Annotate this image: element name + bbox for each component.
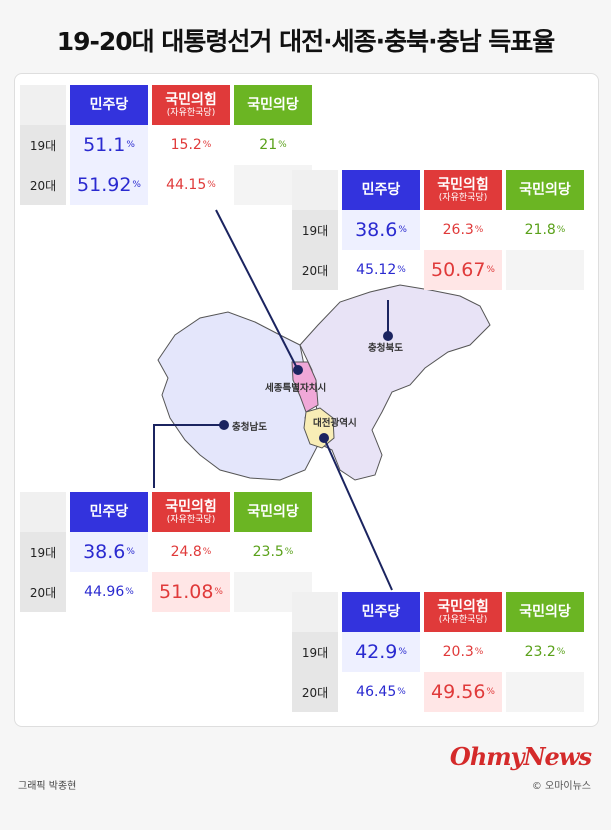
header-ppp: 국민의힘 (자유한국당): [424, 170, 502, 210]
cell-sejong-20-dem: 51.92%: [70, 165, 148, 205]
marker-chungnam: [219, 420, 229, 430]
row-label-20: 20대: [20, 165, 66, 205]
cell-chungbuk-20-grn: [506, 250, 584, 290]
region-label-daejeon: 대전광역시: [313, 418, 357, 429]
table-chungnam: 민주당 국민의힘 (자유한국당) 국민의당 19대 20대 38.6% 24.8%…: [20, 492, 316, 612]
marker-daejeon: [319, 433, 329, 443]
row-label-19: 19대: [20, 125, 66, 165]
table-corner: [292, 592, 338, 632]
cell-chungbuk-20-ppp: 50.67%: [424, 250, 502, 290]
header-ppp: 국민의힘 (자유한국당): [424, 592, 502, 632]
cell-sejong-19-dem: 51.1%: [70, 125, 148, 165]
cell-daejeon-19-ppp: 20.3%: [442, 644, 484, 660]
leader-line-daejeon: [323, 437, 393, 591]
marker-sejong: [293, 365, 303, 375]
cell-daejeon-20-dem: 46.45%: [356, 684, 406, 700]
row-label-20: 20대: [20, 572, 66, 612]
region-label-sejong: 세종특별자치시: [265, 383, 327, 394]
cell-daejeon-20-grn: [506, 672, 584, 712]
cell-daejeon-20-ppp: 49.56%: [424, 672, 502, 712]
cell-chungnam-19-dem: 38.6%: [70, 532, 148, 572]
header-grn: 국민의당: [234, 85, 312, 125]
map-chungnam: [157, 311, 319, 481]
leader-line-sejong: [215, 209, 299, 371]
table-corner: [292, 170, 338, 210]
row-label-19: 19대: [292, 632, 338, 672]
header-dem: 민주당: [70, 492, 148, 532]
cell-chungbuk-19-ppp: 26.3%: [442, 222, 484, 238]
header-grn: 국민의당: [506, 592, 584, 632]
table-corner: [20, 492, 66, 532]
cell-daejeon-19-grn: 23.2%: [524, 644, 566, 660]
table-sejong: 민주당 국민의힘 (자유한국당) 국민의당 19대 20대 51.1% 15.2%…: [20, 85, 316, 205]
cell-sejong-19-ppp: 15.2%: [170, 137, 212, 153]
marker-chungbuk: [383, 331, 393, 341]
cell-daejeon-19-dem: 42.9%: [342, 632, 420, 672]
header-dem: 민주당: [70, 85, 148, 125]
row-label-20: 20대: [292, 672, 338, 712]
header-dem: 민주당: [342, 170, 420, 210]
row-label-19: 19대: [20, 532, 66, 572]
header-grn: 국민의당: [506, 170, 584, 210]
region-label-chungnam: 충청남도: [232, 422, 267, 433]
page-title: 19-20대 대통령선거 대전·세종·충북·충남 득표율: [56, 27, 556, 56]
graphic-credit: 그래픽 박종현: [18, 781, 77, 792]
cell-chungnam-19-grn: 23.5%: [252, 544, 294, 560]
cell-chungbuk-19-dem: 38.6%: [342, 210, 420, 250]
copyright: © 오마이뉴스: [531, 781, 591, 792]
row-label-19: 19대: [292, 210, 338, 250]
table-chungbuk: 민주당 국민의힘 (자유한국당) 국민의당 19대 20대 38.6% 26.3%…: [292, 170, 588, 290]
leader-line-chungnam: [153, 424, 224, 488]
header-grn: 국민의당: [234, 492, 312, 532]
header-ppp: 국민의힘 (자유한국당): [152, 492, 230, 532]
cell-chungnam-20-ppp: 51.08%: [152, 572, 230, 612]
map-chungbuk: [299, 284, 491, 481]
cell-chungbuk-20-dem: 45.12%: [356, 262, 406, 278]
table-corner: [20, 85, 66, 125]
table-daejeon: 민주당 국민의힘 (자유한국당) 국민의당 19대 20대 42.9% 20.3%…: [292, 592, 588, 712]
header-dem: 민주당: [342, 592, 420, 632]
header-ppp: 국민의힘 (자유한국당): [152, 85, 230, 125]
cell-chungnam-20-dem: 44.96%: [84, 584, 134, 600]
cell-sejong-19-grn: 21%: [259, 137, 287, 153]
row-label-20: 20대: [292, 250, 338, 290]
cell-sejong-20-ppp: 44.15%: [166, 177, 216, 193]
cell-chungbuk-19-grn: 21.8%: [524, 222, 566, 238]
ohmynews-logo: OhmyNews: [449, 742, 592, 771]
cell-chungnam-19-ppp: 24.8%: [170, 544, 212, 560]
region-label-chungbuk: 충청북도: [368, 343, 403, 354]
